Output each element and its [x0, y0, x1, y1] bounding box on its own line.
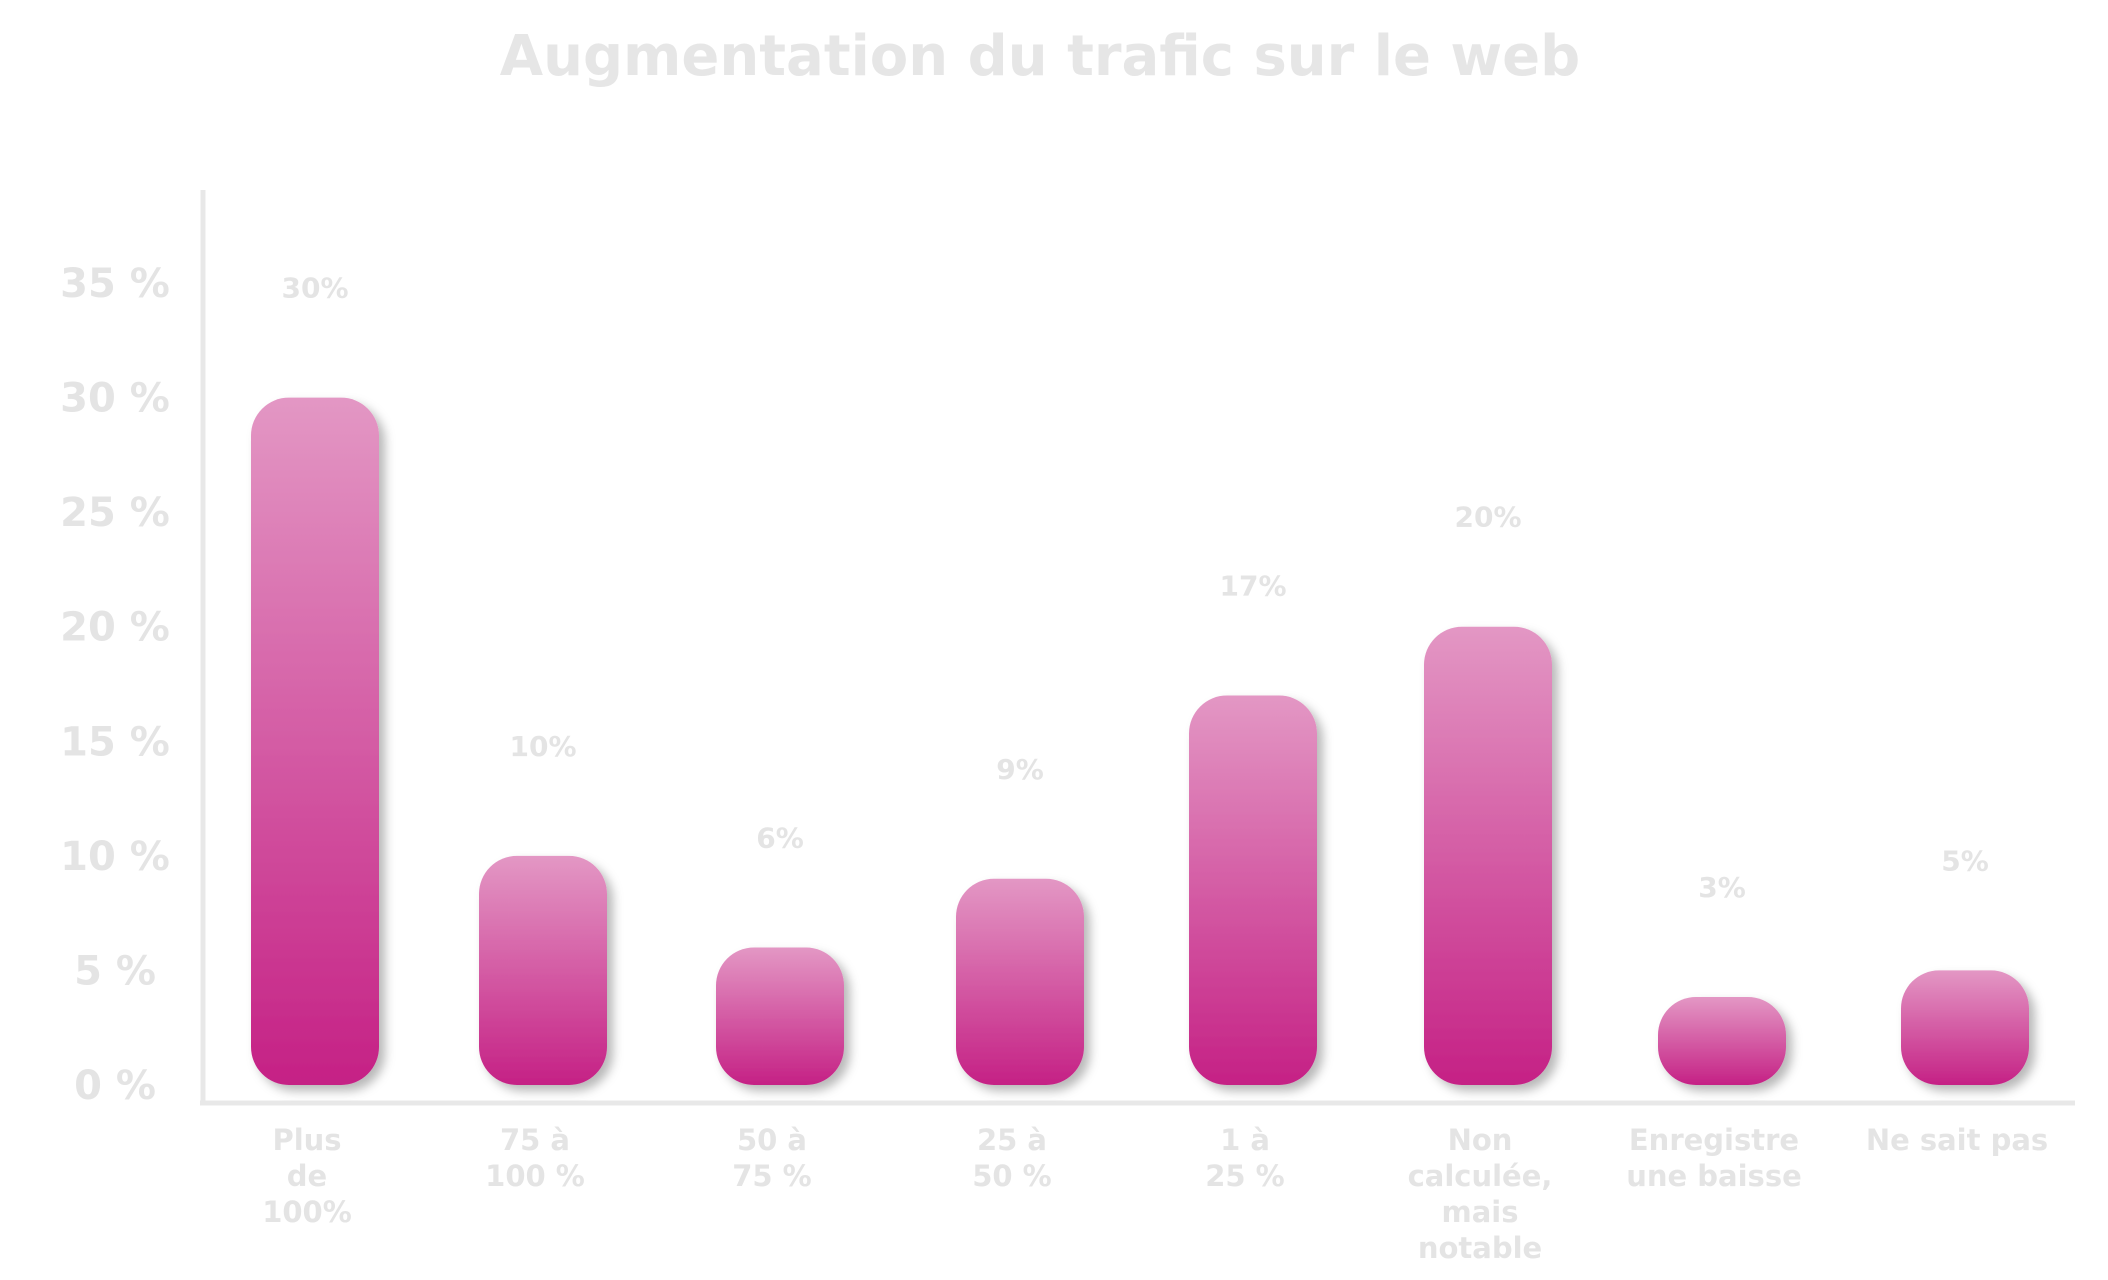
value-label: 6%	[756, 822, 804, 855]
value-label: 3%	[1698, 871, 1746, 904]
bar	[251, 397, 379, 1086]
bar	[1901, 970, 2029, 1085]
y-tick-label: 5 %	[74, 948, 156, 994]
y-tick-labels: 0 % 5 % 10 % 15 % 20 % 25 % 30 % 35 %	[60, 261, 170, 1109]
y-tick-label: 0 %	[74, 1063, 156, 1109]
category-label: Non	[1448, 1123, 1513, 1157]
y-tick-label: 25 %	[60, 490, 170, 536]
category-label: 25 %	[1205, 1159, 1285, 1193]
bar	[1189, 695, 1317, 1085]
category-label: 100%	[262, 1195, 352, 1229]
bars	[251, 397, 2029, 1086]
category-label: Ne sait pas	[1866, 1123, 2048, 1157]
value-label: 30%	[281, 272, 348, 305]
bar	[479, 855, 607, 1085]
category-label: une baisse	[1626, 1159, 1802, 1193]
category-label: 100 %	[485, 1159, 585, 1193]
bar	[1424, 626, 1552, 1085]
y-tick-label: 10 %	[60, 834, 170, 880]
category-label: 75 %	[732, 1159, 812, 1193]
category-label: notable	[1418, 1231, 1542, 1265]
category-label: de	[287, 1159, 327, 1193]
y-tick-label: 30 %	[60, 376, 170, 422]
category-label: mais	[1442, 1195, 1519, 1229]
y-tick-label: 20 %	[60, 605, 170, 651]
category-label: Enregistre	[1629, 1123, 1799, 1157]
category-label: 25 à	[977, 1123, 1047, 1157]
category-label: 1 à	[1220, 1123, 1270, 1157]
chart-title: Augmentation du trafic sur le web	[500, 24, 1580, 89]
y-tick-label: 15 %	[60, 719, 170, 765]
bar	[1658, 997, 1786, 1085]
category-label: Plus	[272, 1123, 341, 1157]
category-label: calculée,	[1408, 1159, 1553, 1193]
value-label: 10%	[509, 730, 576, 763]
category-label: 50 à	[737, 1123, 807, 1157]
value-label: 17%	[1219, 569, 1286, 602]
bar	[716, 947, 844, 1085]
category-label: 50 %	[972, 1159, 1052, 1193]
value-label: 9%	[996, 753, 1044, 786]
value-label: 5%	[1941, 844, 1989, 877]
value-label: 20%	[1454, 501, 1521, 534]
category-label: 75 à	[500, 1123, 570, 1157]
value-labels: 30% 10% 6% 9% 17% 20% 3% 5%	[281, 272, 1988, 904]
y-tick-label: 35 %	[60, 261, 170, 307]
bar	[956, 878, 1084, 1085]
